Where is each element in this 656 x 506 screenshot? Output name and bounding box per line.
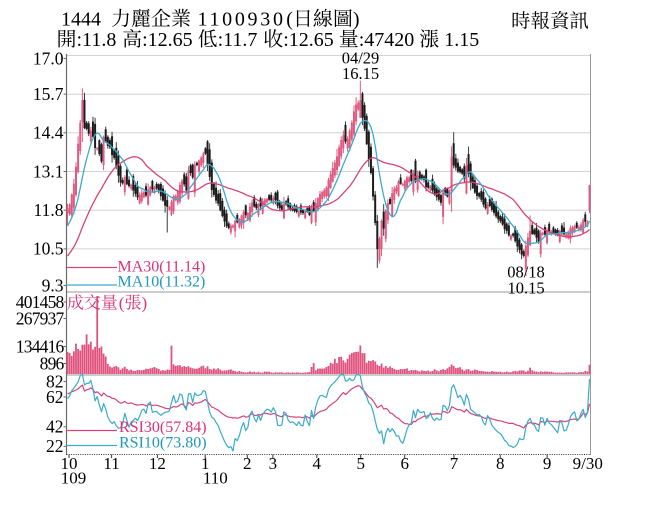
svg-text:10: 10 [61,454,78,473]
svg-text:1100930: 1100930 [198,9,286,31]
svg-text:): ) [353,9,360,31]
svg-text:62: 62 [46,387,64,407]
svg-text:896: 896 [40,353,65,373]
svg-text:04/29: 04/29 [342,49,380,68]
svg-text:11.8: 11.8 [34,200,64,220]
svg-text:22: 22 [46,436,64,456]
svg-text:14.4: 14.4 [33,123,64,143]
svg-text:MA30(11.14): MA30(11.14) [118,259,206,276]
svg-text:7: 7 [450,454,459,473]
svg-text:8: 8 [496,454,505,473]
svg-text:08/18: 08/18 [507,263,545,282]
svg-text:12: 12 [149,454,166,473]
svg-text:9/30: 9/30 [573,454,603,473]
svg-text:RSI10(73.80): RSI10(73.80) [119,435,207,452]
svg-text:42: 42 [46,417,64,437]
svg-text:1444: 1444 [61,9,101,31]
svg-text:17.0: 17.0 [33,48,64,68]
svg-text:4: 4 [313,454,322,473]
svg-text:11: 11 [103,454,119,473]
svg-text:3: 3 [269,454,278,473]
svg-text:10.5: 10.5 [33,239,64,259]
svg-text:267937: 267937 [16,308,65,328]
svg-text::12.65: :12.65 [283,29,334,51]
svg-text:16.15: 16.15 [342,64,379,83]
svg-text::47420: :47420 [359,29,415,51]
svg-text:82: 82 [46,371,64,391]
svg-text::11.7: :11.7 [218,29,258,51]
svg-text:RSI30(57.84): RSI30(57.84) [119,419,207,436]
svg-text:15.7: 15.7 [33,84,64,104]
svg-text:(: ( [119,294,125,313]
svg-text:401458: 401458 [16,292,65,312]
svg-text:134416: 134416 [16,336,65,356]
svg-text:9: 9 [543,454,552,473]
svg-text:110: 110 [203,469,228,488]
svg-text:1.15: 1.15 [444,29,479,51]
svg-text:10.15: 10.15 [507,279,544,298]
svg-text:5: 5 [356,454,365,473]
svg-text::12.65: :12.65 [142,29,193,51]
svg-text::11.8: :11.8 [77,29,117,51]
svg-text:6: 6 [400,454,409,473]
svg-text:(: ( [286,9,293,31]
svg-text:13.1: 13.1 [33,161,64,181]
svg-text:MA10(11.32): MA10(11.32) [118,274,206,291]
svg-text:2: 2 [243,454,252,473]
svg-text:): ) [141,294,147,313]
svg-text:1: 1 [201,454,210,473]
svg-text:109: 109 [61,469,87,488]
svg-text:9.3: 9.3 [42,275,64,295]
